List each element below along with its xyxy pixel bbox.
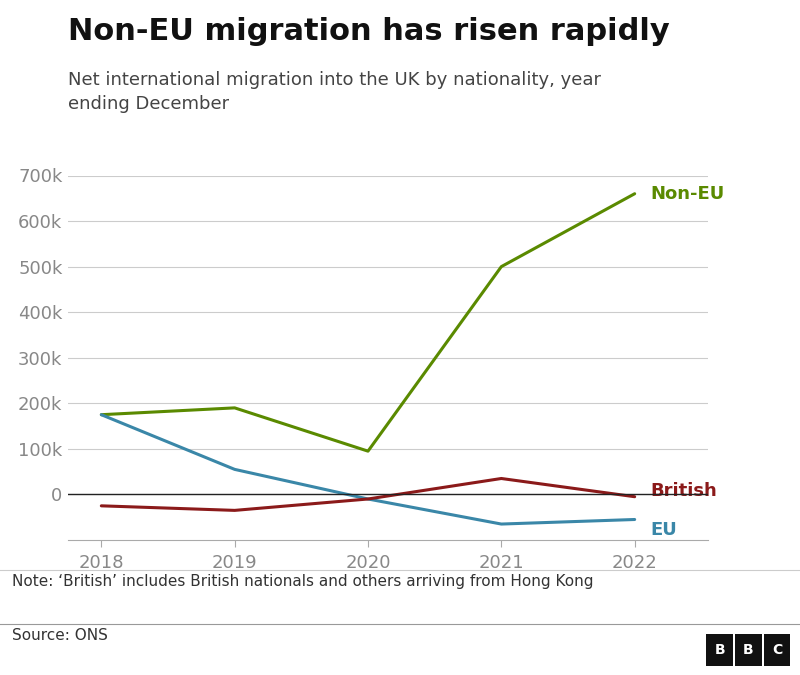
Text: British: British (650, 482, 718, 500)
Text: EU: EU (650, 520, 678, 539)
Text: Non-EU migration has risen rapidly: Non-EU migration has risen rapidly (68, 17, 670, 46)
Text: Note: ‘British’ includes British nationals and others arriving from Hong Kong: Note: ‘British’ includes British nationa… (12, 574, 594, 589)
Text: Source: ONS: Source: ONS (12, 628, 108, 643)
Text: B: B (743, 643, 754, 657)
Text: Net international migration into the UK by nationality, year
ending December: Net international migration into the UK … (68, 71, 601, 113)
Text: C: C (772, 643, 782, 657)
Text: Non-EU: Non-EU (650, 185, 725, 202)
Text: B: B (714, 643, 725, 657)
